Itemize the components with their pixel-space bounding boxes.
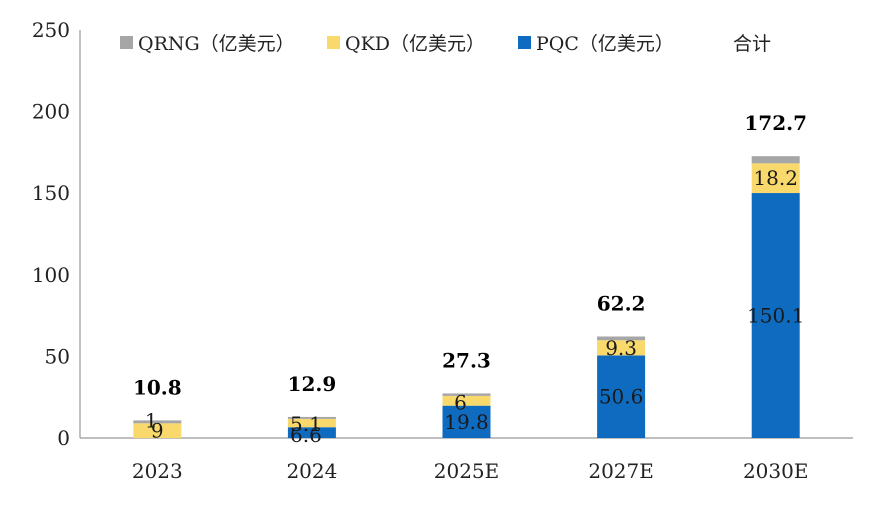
bar-qkd-2030e — [751, 163, 800, 194]
legend-label-qrng: QRNG（亿美元） — [138, 33, 295, 55]
bar-qrng-2030e — [751, 156, 800, 164]
bar-pqc-2027e — [597, 355, 646, 438]
bar-qrng-2025e — [442, 393, 491, 396]
y-tick-100: 100 — [32, 263, 70, 287]
bar-pqc-2030e — [751, 193, 800, 438]
x-tick-2023: 2023 — [132, 459, 183, 483]
bar-pqc-2025e — [442, 405, 491, 438]
data-label-pqc-2024: 6.6 — [290, 423, 322, 447]
data-label-pqc-2027e: 50.6 — [599, 385, 644, 409]
legend-item-pqc: PQC（亿美元） — [518, 33, 674, 55]
data-label-qkd-2025e: 6 — [454, 391, 467, 415]
segment-labels: 91 6.65.1 19.86 50.6 9.3 150.1 18.2 — [145, 166, 804, 447]
data-label-qkd-2024: 5.1 — [290, 412, 322, 436]
data-label-pqc-2030e: 150.1 — [747, 304, 804, 328]
y-tick-200: 200 — [32, 100, 70, 124]
y-tick-50: 50 — [45, 344, 70, 368]
total-label-2023: 10.8 — [133, 375, 182, 399]
legend-label-qkd: QKD（亿美元） — [345, 33, 485, 55]
bar-qkd-2023 — [133, 423, 182, 438]
bar-qrng-2024 — [287, 416, 336, 419]
data-label-qrng-2023: 1 — [145, 408, 158, 432]
total-labels: 10.8 12.9 27.3 62.2 172.7 — [133, 111, 807, 399]
y-tick-150: 150 — [32, 181, 70, 205]
data-label-qkd-2027e: 9.3 — [605, 336, 637, 360]
bar-qkd-2025e — [442, 395, 491, 406]
total-label-2025e: 27.3 — [442, 348, 491, 372]
bar-qrng-2027e — [597, 336, 646, 341]
total-label-2024: 12.9 — [288, 372, 337, 396]
axes — [79, 30, 853, 439]
y-tick-250: 250 — [32, 18, 70, 42]
legend: QRNG（亿美元） QKD（亿美元） PQC（亿美元） 合计 — [120, 33, 771, 55]
x-tick-2024: 2024 — [286, 459, 337, 483]
bars — [133, 156, 800, 438]
y-tick-0: 0 — [57, 426, 70, 450]
bar-qkd-2027e — [597, 340, 646, 356]
bar-qrng-2023 — [133, 420, 182, 424]
legend-label-pqc: PQC（亿美元） — [536, 33, 674, 55]
x-tick-2025e: 2025E — [434, 459, 500, 483]
total-label-2030e: 172.7 — [744, 111, 807, 135]
total-label-2027e: 62.2 — [597, 291, 646, 315]
legend-label-total: 合计 — [733, 33, 771, 55]
y-tick-labels: 0 50 100 150 200 250 — [32, 18, 70, 450]
legend-swatch-pqc — [518, 36, 531, 49]
data-label-qkd-2023: 9 — [151, 419, 164, 443]
bar-pqc-2024 — [287, 427, 336, 438]
legend-swatch-qkd — [327, 36, 340, 49]
legend-item-qrng: QRNG（亿美元） — [120, 33, 295, 55]
data-label-pqc-2025e: 19.8 — [444, 410, 489, 434]
legend-item-qkd: QKD（亿美元） — [327, 33, 485, 55]
x-tick-labels: 2023 2024 2025E 2027E 2030E — [132, 459, 809, 483]
data-label-qkd-2030e: 18.2 — [753, 166, 798, 190]
x-tick-2030e: 2030E — [743, 459, 809, 483]
x-tick-2027e: 2027E — [588, 459, 654, 483]
legend-swatch-qrng — [120, 36, 133, 49]
bar-qkd-2024 — [287, 418, 336, 428]
